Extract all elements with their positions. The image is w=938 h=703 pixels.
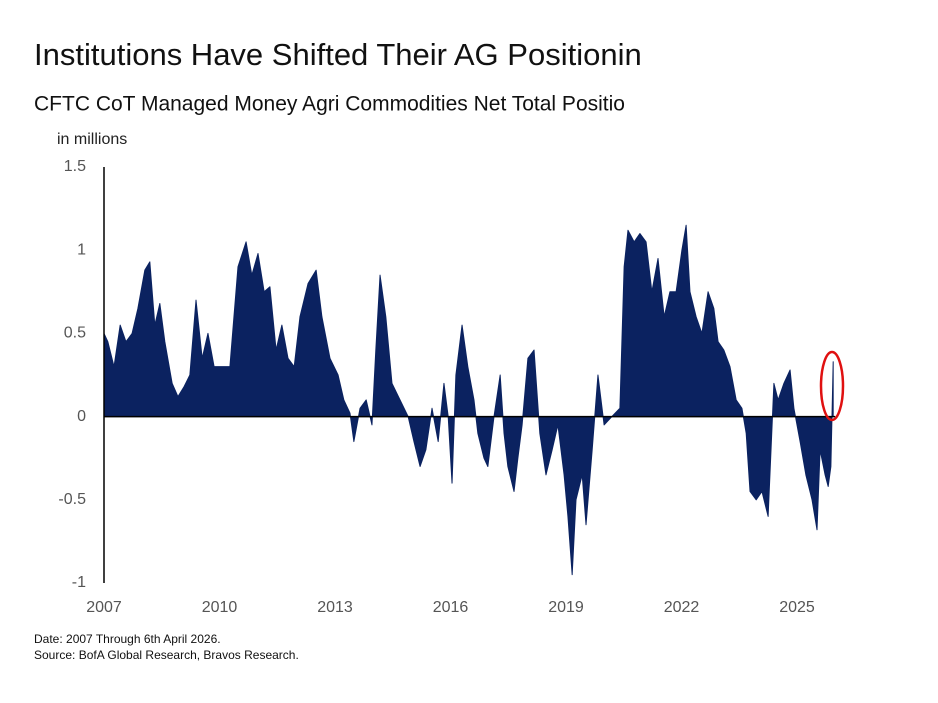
note: Source: BofA Global Research, Bravos Res…: [34, 648, 299, 662]
x-tick-label: 2010: [202, 599, 238, 616]
y-tick-label: -1: [72, 574, 86, 591]
y-tick-label: 1: [77, 241, 86, 258]
x-tick-label: 2016: [433, 599, 469, 616]
x-tick-label: 2019: [548, 599, 584, 616]
y-tick-label: 1.5: [64, 158, 86, 175]
x-tick-label: 2007: [86, 599, 122, 616]
y-tick-label: 0.5: [64, 325, 86, 342]
chart-subtitle: CFTC CoT Managed Money Agri Commodities …: [34, 93, 625, 116]
y-axis-label: in millions: [57, 131, 127, 148]
x-tick-label: 2022: [664, 599, 700, 616]
note: Date: 2007 Through 6th April 2026.: [34, 632, 221, 646]
highlight-circle: [819, 350, 845, 422]
y-tick-label: 0: [77, 408, 86, 425]
chart-title: Institutions Have Shifted Their AG Posit…: [34, 37, 642, 72]
x-tick-label: 2013: [317, 599, 353, 616]
y-tick-label: -0.5: [58, 491, 86, 508]
area: [103, 224, 834, 576]
x-tick-label: 2025: [779, 599, 815, 616]
